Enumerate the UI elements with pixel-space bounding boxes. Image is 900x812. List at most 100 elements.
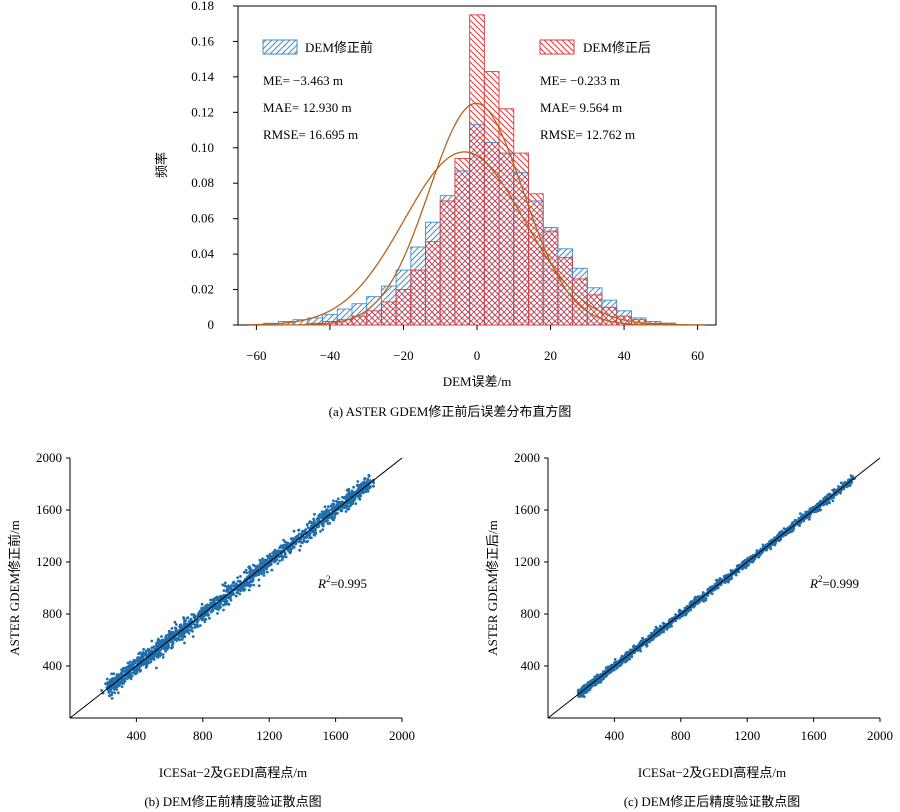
scatter-before-y-tick-label: 1200 (36, 554, 62, 569)
scatter-before-point (161, 656, 165, 659)
scatter-before-point (346, 507, 349, 511)
scatter-before-point (259, 561, 263, 564)
scatter-before-point (300, 531, 304, 535)
scatter-after-point (789, 530, 793, 534)
scatter-before-point (155, 666, 158, 670)
scatter-before-point (190, 613, 194, 616)
scatter-before-point (173, 620, 177, 624)
histogram-y-tick-label: 0.14 (191, 69, 214, 84)
scatter-before-point (150, 649, 153, 652)
scatter-after-point (801, 519, 805, 522)
scatter-before-point (175, 638, 179, 641)
scatter-before-point (225, 588, 229, 592)
scatter-before-point (278, 559, 281, 563)
scatter-before-point (304, 536, 308, 539)
scatter-before-point (171, 633, 175, 637)
scatter-before-point (110, 697, 114, 700)
scatter-before-point (239, 575, 242, 578)
scatter-before-point (120, 668, 123, 672)
scatter-before-point (296, 534, 300, 538)
scatter-after-point (839, 491, 842, 495)
scatter-before-point (355, 483, 359, 487)
scatter-after-point (662, 630, 665, 634)
scatter-after-point (718, 578, 722, 582)
histogram-x-tick-label: 60 (691, 348, 704, 363)
scatter-before-point (123, 677, 126, 681)
scatter-before-x-tick-label: 2000 (389, 728, 415, 743)
scatter-before-point (126, 661, 130, 665)
scatter-before-point (114, 678, 118, 682)
scatter-before-point (317, 524, 321, 528)
scatter-before-point (323, 510, 326, 514)
scatter-before-point (199, 624, 202, 627)
scatter-after-point (618, 664, 622, 668)
scatter-before-point (199, 612, 203, 615)
scatter-before-point (326, 522, 330, 525)
scatter-before-point (280, 545, 284, 549)
scatter-after-y-tick-label: 1600 (514, 502, 540, 517)
scatter-before-point (130, 666, 133, 669)
scatter-before-point (322, 522, 325, 525)
scatter-before-point (128, 663, 132, 667)
scatter-before-point (297, 532, 301, 536)
scatter-after-point (827, 492, 831, 496)
scatter-after-point (701, 591, 705, 594)
scatter-after-point (625, 657, 629, 661)
histogram-overlap-bar (351, 316, 367, 325)
histogram-bar-before (337, 309, 352, 320)
histogram-x-tick-label: 0 (474, 348, 481, 363)
scatter-before-point (270, 568, 274, 572)
scatter-before-point (330, 503, 334, 506)
scatter-before-point (314, 531, 317, 535)
scatter-before-point (113, 691, 116, 695)
scatter-before-point (361, 491, 365, 495)
scatter-before-point (342, 504, 346, 507)
scatter-before-point (324, 508, 328, 512)
scatter-after-point (578, 694, 582, 698)
scatter-after-r2: R2=0.999 (809, 574, 859, 591)
scatter-before-point (276, 562, 280, 565)
scatter-before-point (359, 482, 363, 486)
scatter-after-point (628, 657, 632, 661)
scatter-before-point (135, 659, 139, 663)
histogram-bar-before (646, 321, 661, 324)
histogram-y-tick-label: 0 (208, 317, 215, 332)
histogram-overlap-bar (499, 153, 514, 325)
scatter-after-point (604, 675, 608, 678)
scatter-before-point (292, 529, 296, 533)
scatter-before-point (298, 548, 301, 552)
histogram-overlap-bar (572, 278, 588, 325)
scatter-after-point (715, 581, 719, 585)
scatter-before-x-tick-label: 400 (127, 728, 147, 743)
scatter-before-point (345, 504, 349, 508)
histogram-y-tick-label: 0.06 (191, 211, 214, 226)
scatter-before-point (299, 537, 303, 541)
histogram-overlap-bar (381, 301, 397, 325)
scatter-before-point (264, 567, 268, 571)
scatter-before-point (211, 599, 214, 602)
scatter-before-point (272, 558, 276, 562)
scatter-after-point (805, 516, 809, 520)
scatter-before-point (222, 603, 225, 607)
stat-rmse-after: RMSE= 12.762 m (540, 127, 635, 142)
histogram-overlap-bar (484, 142, 500, 325)
scatter-after-point (734, 573, 738, 577)
scatter-before-point (314, 528, 317, 531)
scatter-before-point (137, 666, 141, 670)
stat-me-before: ME= −3.463 m (263, 73, 343, 88)
scatter-before-point (249, 583, 253, 587)
scatter-before-point (193, 626, 197, 629)
scatter-after-point (629, 649, 632, 653)
scatter-before-point (155, 654, 159, 658)
scatter-before-point (186, 626, 190, 630)
scatter-before-point (169, 634, 172, 638)
histogram-x-tick-label: −20 (393, 348, 413, 363)
scatter-before-point (285, 543, 289, 547)
scatter-before-point (283, 540, 287, 544)
histogram-x-tick-label: 40 (618, 348, 631, 363)
scatter-before-point (186, 616, 190, 619)
histogram-bar-after (454, 158, 470, 171)
scatter-after-point (768, 545, 772, 549)
scatter-before-point (199, 617, 203, 620)
